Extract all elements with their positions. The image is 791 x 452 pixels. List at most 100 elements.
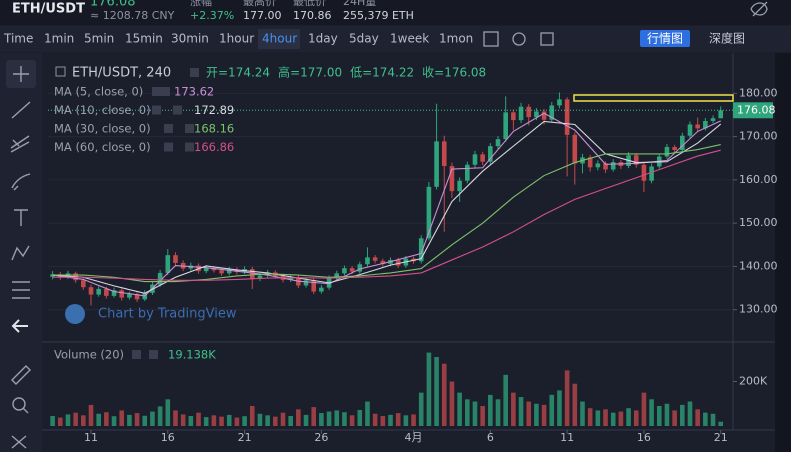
fullscreen-button[interactable] bbox=[540, 32, 554, 46]
candle-body bbox=[649, 166, 654, 181]
volume-bar bbox=[503, 374, 508, 426]
candle-body bbox=[319, 287, 324, 292]
volume-bar bbox=[303, 414, 309, 426]
volume-bar bbox=[180, 414, 186, 426]
volume-bar bbox=[127, 414, 132, 426]
volume-bar bbox=[557, 390, 562, 426]
volume-bar bbox=[357, 409, 363, 426]
legend-close[interactable] bbox=[185, 142, 194, 152]
cny-price: ≈ 1208.78 CNY bbox=[90, 9, 175, 22]
candle-body bbox=[349, 268, 355, 272]
candle-body bbox=[518, 106, 524, 121]
hide-sidebar-icon[interactable] bbox=[11, 319, 28, 333]
crosshair-icon[interactable] bbox=[13, 66, 29, 82]
x-tick-label: 26 bbox=[314, 431, 328, 444]
interval-button[interactable]: 1min bbox=[44, 32, 74, 46]
indicator-button[interactable] bbox=[483, 31, 499, 47]
candle-body bbox=[342, 268, 347, 274]
volume-bar bbox=[142, 415, 148, 426]
view-button[interactable]: 行情图 bbox=[647, 32, 683, 46]
candle-body bbox=[495, 139, 501, 147]
volume-bar bbox=[296, 409, 301, 426]
candle-body bbox=[457, 180, 462, 192]
candle-body bbox=[610, 162, 616, 170]
volume-bar bbox=[534, 403, 539, 426]
legend-close[interactable] bbox=[173, 105, 182, 115]
legend-close[interactable] bbox=[149, 350, 158, 359]
candle-body bbox=[564, 99, 570, 135]
legend-close[interactable] bbox=[185, 124, 194, 133]
ma-legend-value: 166.86 bbox=[194, 140, 234, 154]
settings-button[interactable] bbox=[512, 32, 526, 46]
fib-icon[interactable] bbox=[10, 135, 30, 153]
last-price-label: 176.08 bbox=[737, 103, 776, 116]
legend-collapse[interactable] bbox=[55, 66, 66, 77]
volume-bar bbox=[695, 409, 700, 426]
eye-toggle[interactable] bbox=[750, 1, 768, 17]
candle-body bbox=[480, 154, 485, 162]
candle-body bbox=[111, 290, 117, 296]
volume-bar bbox=[441, 363, 447, 426]
brush-icon[interactable] bbox=[11, 173, 31, 191]
legend-eye[interactable] bbox=[164, 124, 173, 133]
measure-icon[interactable] bbox=[12, 281, 30, 299]
interval-button[interactable]: 30min bbox=[171, 32, 209, 46]
legend-close[interactable] bbox=[161, 87, 170, 96]
interval-button[interactable]: 1hour bbox=[219, 32, 254, 46]
legend-eye[interactable] bbox=[164, 142, 173, 152]
pattern-icon[interactable] bbox=[11, 245, 30, 261]
candle-body bbox=[104, 288, 109, 296]
candle-body bbox=[441, 141, 447, 167]
header-bar bbox=[0, 0, 791, 25]
volume-bar bbox=[73, 412, 78, 426]
ma-legend-name: MA (30, close, 0) bbox=[54, 122, 151, 136]
text-icon[interactable] bbox=[14, 209, 28, 226]
view-active-bg bbox=[640, 30, 690, 47]
interval-button[interactable]: 4hour bbox=[262, 32, 297, 46]
watermark-logo bbox=[65, 304, 85, 324]
candle-body bbox=[595, 163, 601, 168]
stat-value: 177.00 bbox=[243, 9, 282, 22]
volume-bar bbox=[88, 404, 94, 426]
misc-icons[interactable] bbox=[11, 407, 29, 449]
volume-bar bbox=[418, 392, 424, 426]
volume-bar bbox=[65, 414, 71, 426]
interval-button[interactable]: 5min bbox=[84, 32, 114, 46]
candle-body bbox=[418, 238, 424, 262]
candle-body bbox=[526, 106, 532, 118]
trend-line-icon[interactable] bbox=[11, 101, 31, 119]
legend-eye[interactable] bbox=[132, 350, 141, 359]
volume-bar bbox=[157, 406, 163, 426]
candle-body bbox=[303, 280, 309, 286]
y-tick-label: 140.00 bbox=[739, 259, 778, 272]
volume-bar bbox=[618, 411, 624, 426]
volume-bar bbox=[311, 407, 317, 426]
sidebar-icons bbox=[6, 60, 36, 449]
candle-body bbox=[219, 270, 224, 274]
legend-eye[interactable] bbox=[152, 87, 161, 96]
volume-bar bbox=[111, 416, 117, 426]
volume-bar bbox=[672, 410, 677, 426]
ruler-icon[interactable] bbox=[11, 365, 31, 385]
interval-button[interactable]: Time bbox=[3, 32, 33, 46]
view-button[interactable]: 深度图 bbox=[709, 31, 745, 46]
candle-body bbox=[718, 110, 724, 119]
volume-bar bbox=[564, 370, 570, 426]
pair-name: ETH/USDT bbox=[12, 2, 85, 17]
interval-button[interactable]: 1day bbox=[308, 32, 338, 46]
volume-bar bbox=[664, 403, 670, 426]
ma-line bbox=[52, 144, 721, 283]
volume-bar bbox=[219, 416, 224, 426]
ma-legend-value: 172.89 bbox=[194, 103, 234, 117]
drawn-rectangle[interactable] bbox=[573, 94, 734, 102]
zoom-icon[interactable] bbox=[12, 397, 26, 411]
interval-button[interactable]: 15min bbox=[125, 32, 163, 46]
last-price-tag bbox=[733, 102, 773, 119]
candle-body bbox=[534, 111, 539, 118]
interval-button[interactable]: 1mon bbox=[439, 32, 473, 46]
interval-button[interactable]: 1week bbox=[390, 32, 429, 46]
interval-button[interactable]: 5day bbox=[349, 32, 379, 46]
y-tick-label: 160.00 bbox=[739, 173, 778, 186]
legend-eye[interactable] bbox=[152, 105, 161, 115]
